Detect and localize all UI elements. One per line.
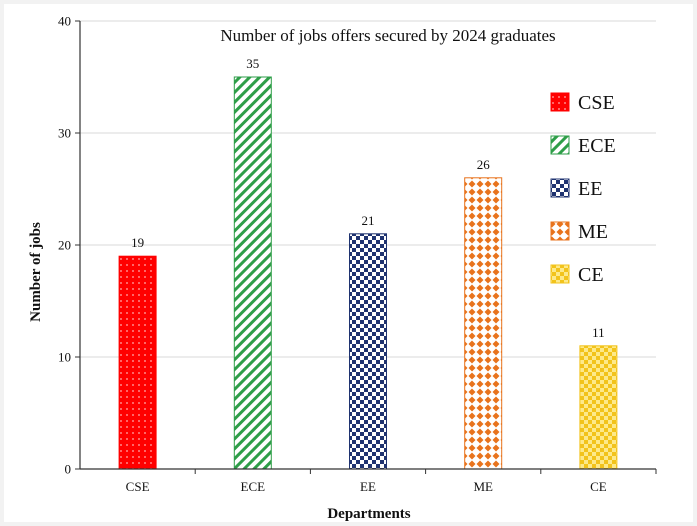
x-tick-label: ECE	[241, 479, 266, 494]
bar-me	[464, 177, 503, 470]
axes	[79, 21, 656, 470]
y-tick-label: 0	[65, 462, 72, 477]
chart-title: Number of jobs offers secured by 2024 gr…	[220, 26, 555, 45]
data-labels: 19 35 21 26 11	[131, 56, 605, 340]
data-label-cse: 19	[131, 235, 144, 250]
x-tick-label: CE	[590, 479, 607, 494]
legend-label-ee: EE	[578, 178, 602, 200]
legend-label-me: ME	[578, 221, 608, 243]
y-tick-label: 40	[58, 14, 71, 29]
x-tick-label: CSE	[126, 479, 150, 494]
data-label-ee: 21	[362, 213, 375, 228]
y-axis-title: Number of jobs	[28, 222, 44, 322]
legend-swatch-cse	[550, 92, 570, 112]
legend-label-ce: CE	[578, 264, 604, 286]
x-axis-title: Departments	[327, 506, 410, 522]
x-tick-label: ME	[473, 479, 493, 494]
legend-swatch-ce	[550, 264, 570, 284]
legend-swatch-ece	[550, 135, 570, 155]
bar-cse	[118, 255, 157, 470]
data-label-ece: 35	[246, 56, 259, 71]
x-tick-labels: CSE ECE EE ME CE	[126, 469, 657, 494]
legend-label-ece: ECE	[578, 135, 616, 157]
legend: CSE ECE EE ME CE	[550, 92, 616, 286]
bar-ee	[349, 233, 387, 470]
bars-group	[118, 76, 618, 470]
legend-label-cse: CSE	[578, 92, 615, 114]
data-label-me: 26	[477, 157, 491, 172]
y-tick-label: 30	[58, 126, 71, 141]
y-tick-label: 20	[58, 238, 71, 253]
chart-frame: 0 10 20 30 40 CSE ECE EE ME CE 19 35 21 26 11 Number…	[4, 4, 693, 522]
bar-chart: 0 10 20 30 40 CSE ECE EE ME CE 19 35 21 26 11 Number…	[28, 14, 657, 522]
legend-swatch-me	[550, 221, 570, 241]
x-tick-label: EE	[360, 479, 376, 494]
legend-swatch-ee	[550, 178, 570, 198]
y-tick-labels: 0 10 20 30 40	[58, 14, 71, 477]
data-label-ce: 11	[592, 325, 605, 340]
y-tick-label: 10	[58, 350, 71, 365]
bar-ce	[579, 345, 618, 470]
bar-ece	[233, 76, 272, 470]
